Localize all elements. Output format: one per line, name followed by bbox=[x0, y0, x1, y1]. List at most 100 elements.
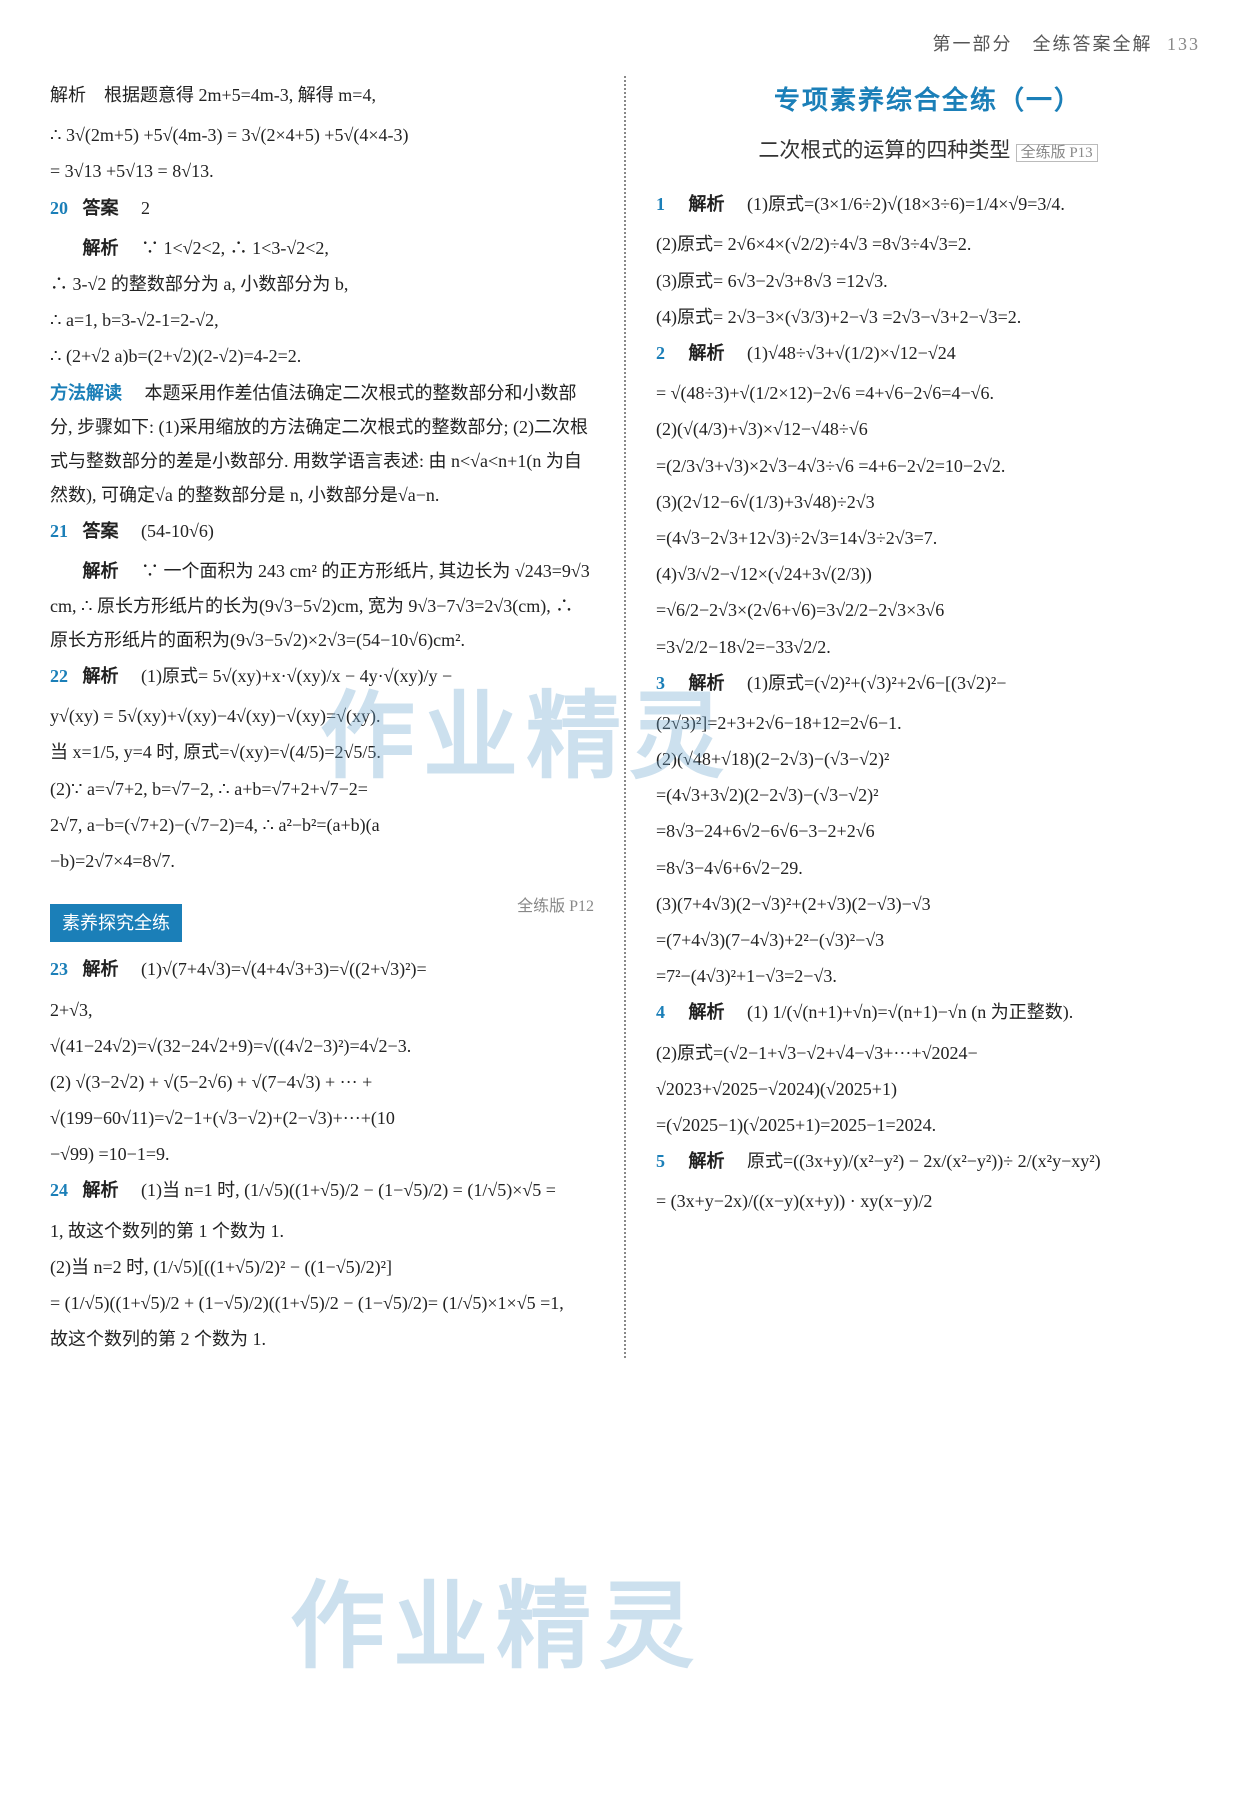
q24-l1: (1)当 n=1 时, (1/√5)((1+√5)/2 − (1−√5)/2) … bbox=[141, 1180, 556, 1200]
q23-l2: 2+√3, bbox=[50, 993, 594, 1027]
q24-num: 24 bbox=[50, 1173, 78, 1207]
r-q2-row: 2 解析 (1)√48÷√3+√(1/2)×√12−√24 bbox=[656, 336, 1200, 370]
r-q2-l5: (3)(2√12−6√(1/3)+3√48)÷2√3 bbox=[656, 485, 1200, 519]
q20-l2: ∴ 3-√2 的整数部分为 a, 小数部分为 b, bbox=[50, 267, 594, 301]
page-number: 133 bbox=[1167, 34, 1200, 54]
r-q4-l1: (1) 1/(√(n+1)+√n)=√(n+1)−√n (n 为正整数). bbox=[747, 1002, 1073, 1022]
q20-ans: 2 bbox=[141, 198, 150, 218]
q24-jiexi-label: 解析 bbox=[83, 1180, 119, 1200]
sub-title: 二次根式的运算的四种类型 全练版 P13 bbox=[656, 131, 1200, 171]
r-q4-l4: =(√2025−1)(√2025+1)=2025−1=2024. bbox=[656, 1108, 1200, 1142]
r-q3-jiexi: 解析 bbox=[689, 673, 725, 693]
r-q2-l1: (1)√48÷√3+√(1/2)×√12−√24 bbox=[747, 343, 956, 363]
r-q2-l3: (2)(√(4/3)+√3)×√12−√48÷√6 bbox=[656, 412, 1200, 446]
q23-jiexi-label: 解析 bbox=[83, 959, 119, 979]
r-q3-num: 3 bbox=[656, 666, 684, 700]
r-q3-l6: =8√3−4√6+6√2−29. bbox=[656, 851, 1200, 885]
r-q1-l3: (3)原式= 6√3−2√3+8√3 =12√3. bbox=[656, 264, 1200, 298]
r-q3-l8: =(7+4√3)(7−4√3)+2²−(√3)²−√3 bbox=[656, 923, 1200, 957]
q22-l2: y√(xy) = 5√(xy)+√(xy)−4√(xy)−√(xy)=√(xy)… bbox=[50, 699, 594, 733]
intro-line2: ∴ 3√(2m+5) +5√(4m-3) = 3√(2×4+5) +5√(4×4… bbox=[50, 118, 594, 152]
page-header: 第一部分 全练答案全解 133 bbox=[50, 30, 1200, 56]
q22-l4: (2)∵ a=√7+2, b=√7−2, ∴ a+b=√7+2+√7−2= bbox=[50, 772, 594, 806]
r-q2-l7: (4)√3/√2−√12×(√24+3√(2/3)) bbox=[656, 557, 1200, 591]
q20-jiexi-label: 解析 bbox=[83, 238, 119, 258]
r-q1-l2: (2)原式= 2√6×4×(√2/2)÷4√3 =8√3÷4√3=2. bbox=[656, 227, 1200, 261]
q21-jiexi-label: 解析 bbox=[83, 561, 119, 581]
r-q5-row: 5 解析 原式=((3x+y)/(x²−y²) − 2x/(x²−y²))÷ 2… bbox=[656, 1144, 1200, 1178]
big-title: 专项素养综合全练（一） bbox=[656, 76, 1200, 125]
section-bar: 素养探究全练 bbox=[50, 904, 182, 942]
q23-l4: (2) √(3−2√2) + √(5−2√6) + √(7−4√3) + ···… bbox=[50, 1065, 594, 1099]
q21-num: 21 bbox=[50, 514, 78, 548]
q23-row: 23 解析 (1)√(7+4√3)=√(4+4√3+3)=√((2+√3)²)= bbox=[50, 952, 594, 986]
section-row: 素养探究全练 全练版 P12 bbox=[50, 892, 594, 950]
r-q2-l8: =√6/2−2√3×(2√6+√6)=3√2/2−2√3×3√6 bbox=[656, 593, 1200, 627]
q22-jiexi-label: 解析 bbox=[83, 666, 119, 686]
q22-l1: (1)原式= 5√(xy)+x·√(xy)/x − 4y·√(xy)/y − bbox=[141, 666, 452, 686]
r-q5-l1: 原式=((3x+y)/(x²−y²) − 2x/(x²−y²))÷ 2/(x²y… bbox=[747, 1151, 1101, 1171]
q21-answer-row: 21 答案 (54-10√6) bbox=[50, 514, 594, 548]
intro-line3: = 3√13 +5√13 = 8√13. bbox=[50, 154, 594, 188]
q20-m1: 本题采用作差估值法确定二次根式的整数部分和小数部分, 步骤如下: (1)采用缩放… bbox=[50, 383, 588, 506]
sub-title-text: 二次根式的运算的四种类型 bbox=[758, 138, 1010, 162]
page-ref-box: 全练版 P13 bbox=[1016, 144, 1098, 162]
page-ref-left: 全练版 P12 bbox=[517, 892, 594, 922]
q24-l2: 1, 故这个数列的第 1 个数为 1. bbox=[50, 1214, 594, 1248]
q20-method-label: 方法解读 bbox=[50, 383, 122, 403]
q20-l4: ∴ (2+√2 a)b=(2+√2)(2-√2)=4-2=2. bbox=[50, 339, 594, 373]
r-q1-num: 1 bbox=[656, 187, 684, 221]
r-q2-l6: =(4√3−2√3+12√3)÷2√3=14√3÷2√3=7. bbox=[656, 521, 1200, 555]
r-q1-l1: (1)原式=(3×1/6÷2)√(18×3÷6)=1/4×√9=3/4. bbox=[747, 194, 1065, 214]
q23-l3: √(41−24√2)=√(32−24√2+9)=√((4√2−3)²)=4√2−… bbox=[50, 1029, 594, 1063]
q21-ans-label: 答案 bbox=[83, 521, 119, 541]
r-q3-l5: =8√3−24+6√2−6√6−3−2+2√6 bbox=[656, 814, 1200, 848]
q20-num: 20 bbox=[50, 191, 78, 225]
q21-jiexi-row: 21 解析 ∵ 一个面积为 243 cm² 的正方形纸片, 其边长为 √243=… bbox=[50, 554, 594, 657]
r-q3-l2: (2√3)²]=2+3+2√6−18+12=2√6−1. bbox=[656, 706, 1200, 740]
q23-l1: (1)√(7+4√3)=√(4+4√3+3)=√((2+√3)²)= bbox=[141, 959, 427, 979]
q20-ans-label: 答案 bbox=[83, 198, 119, 218]
r-q2-l9: =3√2/2−18√2=−33√2/2. bbox=[656, 630, 1200, 664]
r-q1-row: 1 解析 (1)原式=(3×1/6÷2)√(18×3÷6)=1/4×√9=3/4… bbox=[656, 187, 1200, 221]
q23-l6: −√99) =10−1=9. bbox=[50, 1137, 594, 1171]
column-divider bbox=[624, 76, 626, 1358]
q21-ans: (54-10√6) bbox=[141, 521, 214, 541]
r-q4-l2: (2)原式=(√2−1+√3−√2+√4−√3+···+√2024− bbox=[656, 1036, 1200, 1070]
q20-jiexi-row: 20 解析 ∵ 1<√2<2, ∴ 1<3-√2<2, bbox=[50, 231, 594, 265]
r-q4-l3: √2023+√2025−√2024)(√2025+1) bbox=[656, 1072, 1200, 1106]
q22-num: 22 bbox=[50, 659, 78, 693]
intro-line1: 解析 根据题意得 2m+5=4m-3, 解得 m=4, bbox=[50, 78, 594, 112]
r-q3-l7: (3)(7+4√3)(2−√3)²+(2+√3)(2−√3)−√3 bbox=[656, 887, 1200, 921]
r-q1-jiexi: 解析 bbox=[689, 194, 725, 214]
q23-l5: √(199−60√11)=√2−1+(√3−√2)+(2−√3)+···+(10 bbox=[50, 1101, 594, 1135]
q24-row: 24 解析 (1)当 n=1 时, (1/√5)((1+√5)/2 − (1−√… bbox=[50, 1173, 594, 1207]
r-q3-l3: (2)(√48+√18)(2−2√3)−(√3−√2)² bbox=[656, 742, 1200, 776]
r-q1-l4: (4)原式= 2√3−3×(√3/3)+2−√3 =2√3−√3+2−√3=2. bbox=[656, 300, 1200, 334]
q24-l4: = (1/√5)((1+√5)/2 + (1−√5)/2)((1+√5)/2 −… bbox=[50, 1286, 594, 1320]
r-q5-jiexi: 解析 bbox=[689, 1151, 725, 1171]
q20-answer-row: 20 答案 2 bbox=[50, 191, 594, 225]
r-q2-jiexi: 解析 bbox=[689, 343, 725, 363]
r-q4-jiexi: 解析 bbox=[689, 1002, 725, 1022]
q24-l5: 故这个数列的第 2 个数为 1. bbox=[50, 1322, 594, 1356]
r-q5-l2: = (3x+y−2x)/((x−y)(x+y)) · xy(x−y)/2 bbox=[656, 1184, 1200, 1218]
section-title: 第一部分 全练答案全解 bbox=[933, 34, 1153, 54]
q23-num: 23 bbox=[50, 952, 78, 986]
r-q3-l9: =7²−(4√3)²+1−√3=2−√3. bbox=[656, 959, 1200, 993]
r-q4-row: 4 解析 (1) 1/(√(n+1)+√n)=√(n+1)−√n (n 为正整数… bbox=[656, 995, 1200, 1029]
r-q3-row: 3 解析 (1)原式=(√2)²+(√3)²+2√6−[(3√2)²− bbox=[656, 666, 1200, 700]
left-column: 解析 根据题意得 2m+5=4m-3, 解得 m=4, ∴ 3√(2m+5) +… bbox=[50, 76, 594, 1358]
q20-l3: ∴ a=1, b=3-√2-1=2-√2, bbox=[50, 303, 594, 337]
r-q2-l2: = √(48÷3)+√(1/2×12)−2√6 =4+√6−2√6=4−√6. bbox=[656, 376, 1200, 410]
q22-l5: 2√7, a−b=(√7+2)−(√7−2)=4, ∴ a²−b²=(a+b)(… bbox=[50, 808, 594, 842]
q20-l1: ∵ 1<√2<2, ∴ 1<3-√2<2, bbox=[141, 238, 329, 258]
q21-l1: ∵ 一个面积为 243 cm² 的正方形纸片, 其边长为 √243=9√3 cm… bbox=[50, 561, 590, 649]
q20-method: 方法解读 本题采用作差估值法确定二次根式的整数部分和小数部分, 步骤如下: (1… bbox=[50, 376, 594, 513]
r-q4-num: 4 bbox=[656, 995, 684, 1029]
right-column: 专项素养综合全练（一） 二次根式的运算的四种类型 全练版 P13 1 解析 (1… bbox=[656, 76, 1200, 1358]
q22-row: 22 解析 (1)原式= 5√(xy)+x·√(xy)/x − 4y·√(xy)… bbox=[50, 659, 594, 693]
r-q2-l4: =(2/3√3+√3)×2√3−4√3÷√6 =4+6−2√2=10−2√2. bbox=[656, 449, 1200, 483]
r-q3-l1: (1)原式=(√2)²+(√3)²+2√6−[(3√2)²− bbox=[747, 673, 1006, 693]
q22-l6: −b)=2√7×4=8√7. bbox=[50, 844, 594, 878]
